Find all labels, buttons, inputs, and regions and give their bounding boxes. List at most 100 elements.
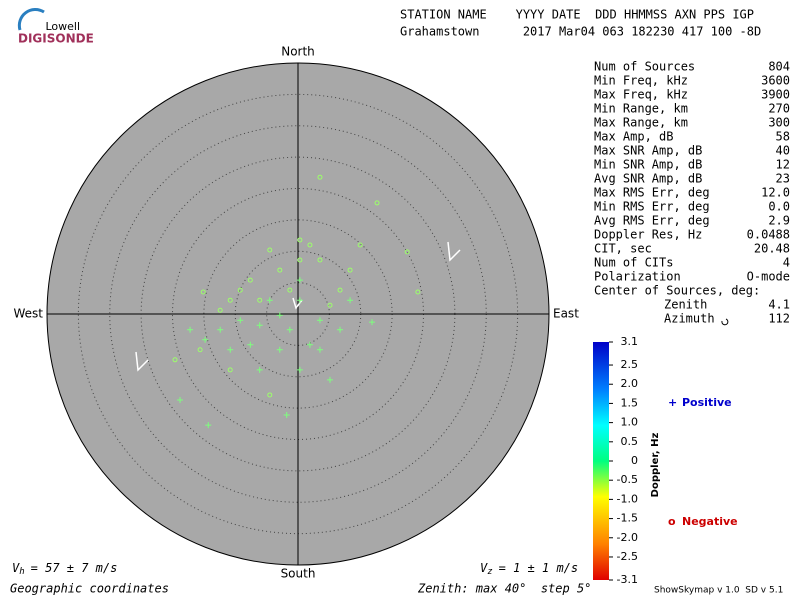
direction-label: East	[553, 307, 579, 321]
source-negative	[237, 287, 243, 293]
source-positive	[187, 326, 194, 333]
colorbar-tick-label: 0.5	[621, 435, 639, 448]
stat-value: 0.0	[768, 200, 790, 214]
stat-value: 0.0488	[747, 228, 790, 242]
stat-label: Min Freq, kHz	[594, 74, 688, 88]
legend-label: Positive	[682, 396, 732, 409]
version: ShowSkymap v 1.0 SD v 5.1	[654, 586, 783, 596]
zenith-info: Zenith: max 40° step 5°	[417, 582, 591, 596]
stat-label: Num of CITs	[594, 256, 673, 270]
vh: Vh = 57 ± 7 m/s	[12, 561, 117, 577]
source-positive	[205, 422, 212, 429]
colorbar-tick-label: 0	[631, 454, 638, 467]
source-negative	[247, 277, 253, 283]
source-negative	[297, 237, 303, 243]
stat-label: Min SNR Amp, dB	[594, 158, 702, 172]
source-positive	[296, 366, 303, 373]
logo-top: Lowell	[45, 20, 80, 33]
legend-symbol: o	[668, 515, 676, 528]
colorbar-tick-label: 1.5	[621, 396, 639, 409]
source-negative	[172, 357, 178, 363]
colorbar-tick-label: 2.5	[621, 358, 639, 371]
legend-symbol: +	[668, 396, 677, 409]
colorbar-tick-label: -2.0	[617, 531, 638, 544]
stat-label: Num of Sources	[594, 60, 695, 74]
vz-sub: z	[487, 567, 492, 577]
center-value: 112	[768, 312, 790, 326]
stat-value: 300	[768, 116, 790, 130]
source-negative	[327, 302, 333, 308]
colorbar-tick-label: -2.5	[617, 550, 638, 563]
source-negative	[277, 267, 283, 273]
direction-label: West	[13, 307, 43, 321]
center-value: 4.1	[768, 298, 790, 312]
source-positive	[276, 312, 283, 319]
center-label: Azimuth	[664, 312, 715, 326]
source-positive	[247, 341, 254, 348]
source-positive	[347, 297, 354, 304]
source-positive	[296, 297, 303, 304]
source-negative	[200, 289, 206, 295]
colorbar	[593, 342, 609, 580]
marker-v	[447, 241, 461, 262]
stat-label: Max SNR Amp, dB	[594, 144, 702, 158]
source-positive	[316, 317, 323, 324]
stat-label: Max Range, km	[594, 116, 688, 130]
source-negative	[297, 257, 303, 263]
stat-value: 23	[776, 172, 790, 186]
colorbar-tick-label: -1.5	[617, 512, 638, 525]
stat-value: 12	[776, 158, 790, 172]
source-negative	[287, 287, 293, 293]
source-negative	[257, 297, 263, 303]
source-positive	[217, 326, 224, 333]
source-negative	[267, 247, 273, 253]
colorbar-tick-label: -1.0	[617, 492, 638, 505]
stat-value: 4	[783, 256, 790, 270]
stat-value: 40	[776, 144, 790, 158]
source-positive	[306, 341, 313, 348]
polar-plot: North South East West	[13, 45, 579, 581]
stats-panel: Num of Sources 804 Min Freq, kHz 3600 Max Fr…	[594, 60, 790, 326]
stat-label: Doppler Res, Hz	[594, 228, 702, 242]
vz-text: = 1 ± 1 m/s	[499, 561, 578, 575]
source-positive	[286, 326, 293, 333]
coords: Geographic coordinates	[10, 582, 169, 596]
source-negative	[357, 242, 363, 248]
colorbar-tick-label: -0.5	[617, 473, 638, 486]
header-line: STATION NAME YYYY DATE DDD HHMMSS AXN PP…	[400, 8, 754, 22]
source-negative	[217, 307, 223, 313]
source-negative	[374, 200, 380, 206]
source-negative	[317, 257, 323, 263]
source-positive	[369, 319, 376, 326]
stat-label: Max RMS Err, deg	[594, 186, 710, 200]
center-label: Zenith	[664, 298, 707, 312]
stat-value: 3600	[761, 74, 790, 88]
stat-label: Min RMS Err, deg	[594, 200, 710, 214]
source-negative	[317, 174, 323, 180]
source-positive	[256, 322, 263, 329]
stat-value: 2.9	[768, 214, 790, 228]
source-positive	[227, 346, 234, 353]
logo-bottom: DIGISONDE	[18, 32, 94, 46]
source-positive	[266, 297, 273, 304]
direction-label: South	[281, 567, 316, 581]
stat-label: CIT, sec	[594, 242, 652, 256]
colorbar-label: Doppler, Hz	[650, 433, 661, 498]
legend-label: Negative	[682, 515, 738, 528]
colorbar-tick-label: 3.1	[621, 335, 639, 348]
stat-value: 58	[776, 130, 790, 144]
stat-value: 804	[768, 60, 790, 74]
marker-v	[135, 351, 149, 372]
center-title: Center of Sources, deg:	[594, 284, 760, 298]
stat-value: 12.0	[761, 186, 790, 200]
source-positive	[256, 366, 263, 373]
source-positive	[316, 346, 323, 353]
source-negative	[337, 287, 343, 293]
colorbar-tick-label: 2.0	[621, 377, 639, 390]
colorbar-tick-label: -3.1	[617, 573, 638, 586]
vz-symbol: V	[480, 561, 488, 575]
source-negative	[227, 297, 233, 303]
source-positive	[276, 346, 283, 353]
